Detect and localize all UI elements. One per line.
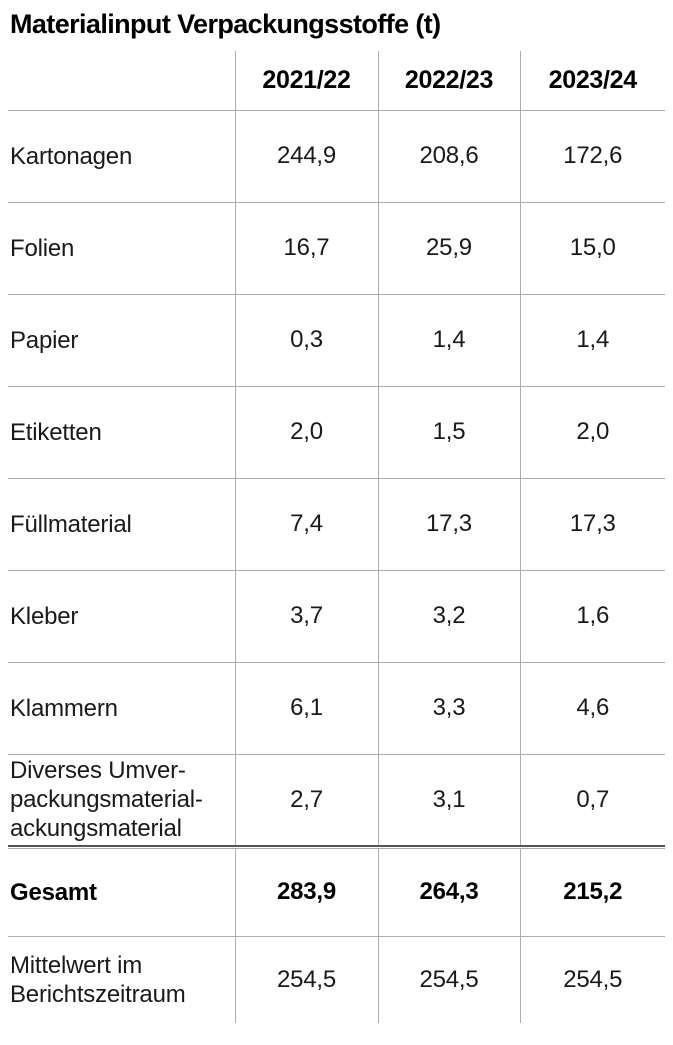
table-row-gesamt: Gesamt 283,9 264,3 215,2 [8,848,665,936]
report-table-page: Materialinput Verpackungsstoffe (t) 2021… [8,9,665,1023]
row-label: Klammern [8,661,236,754]
table-row-klammern: Klammern 6,1 3,3 4,6 [8,661,665,754]
header-row: 2021/22 2022/23 2023/24 [8,51,665,111]
value-cell: 1,4 [520,293,665,386]
row-label: Etiketten [8,385,236,478]
value-cell: 16,7 [235,201,379,294]
value-cell: 2,0 [235,385,379,478]
table-row-diverses-umverpackungsmaterial: Diverses Umver- packungsmaterial- ackung… [8,753,665,846]
header-empty-cell [8,51,236,111]
value-cell: 15,0 [520,201,665,294]
value-cell: 254,5 [378,935,521,1023]
value-cell: 3,2 [378,569,521,662]
value-cell: 7,4 [235,477,379,570]
value-cell: 6,1 [235,661,379,754]
row-label: Papier [8,293,236,386]
value-cell: 2,0 [520,385,665,478]
page-title: Materialinput Verpackungsstoffe (t) [10,9,441,39]
table-row-kleber: Kleber 3,7 3,2 1,6 [8,569,665,662]
value-cell: 0,3 [235,293,379,386]
value-cell: 1,6 [520,569,665,662]
value-cell: 215,2 [563,878,623,905]
value-cell: 3,7 [235,569,379,662]
value-cell: 244,9 [235,109,379,202]
materials-input-table: 2021/22 2022/23 2023/24 Kartonagen 244,9… [8,51,665,1023]
total-divider-rule [8,845,665,849]
value-cell: 17,3 [520,477,665,570]
value-cell: 1,4 [378,293,521,386]
value-cell: 17,3 [378,477,521,570]
column-header-2021-22: 2021/22 [235,51,379,111]
value-cell: 3,3 [378,661,521,754]
value-cell: 25,9 [378,201,521,294]
row-label: Folien [8,201,236,294]
row-label: Kleber [8,569,236,662]
value-cell: 0,7 [520,753,665,846]
row-label: Füllmaterial [8,477,236,570]
table-row-fuellmaterial: Füllmaterial 7,4 17,3 17,3 [8,477,665,570]
value-cell: 254,5 [520,935,665,1023]
table-row-folien: Folien 16,7 25,9 15,0 [8,201,665,294]
table-row-etiketten: Etiketten 2,0 1,5 2,0 [8,385,665,478]
value-cell: 1,5 [378,385,521,478]
column-header-2022-23: 2022/23 [378,51,521,111]
row-label: Gesamt [8,848,236,936]
value-cell: 2,7 [235,753,379,846]
column-header-2023-24: 2023/24 [520,51,665,111]
value-cell: 3,1 [378,753,521,846]
table-row-mittelwert: Mittelwert im Berichtszeitraum 254,5 254… [8,935,665,1023]
value-cell: 4,6 [520,661,665,754]
value-cell: 283,9 [235,848,379,936]
table-row-kartonagen: Kartonagen 244,9 208,6 172,6 [8,109,665,202]
table-row-papier: Papier 0,3 1,4 1,4 [8,293,665,386]
row-label: Kartonagen [8,109,236,202]
value-cell: 264,3 [378,848,521,936]
row-label: Mittelwert im Berichtszeitraum [8,935,236,1023]
value-cell: 254,5 [235,935,379,1023]
row-label: Diverses Umver- packungsmaterial- ackung… [8,753,236,846]
value-cell: 172,6 [520,109,665,202]
value-cell: 208,6 [378,109,521,202]
